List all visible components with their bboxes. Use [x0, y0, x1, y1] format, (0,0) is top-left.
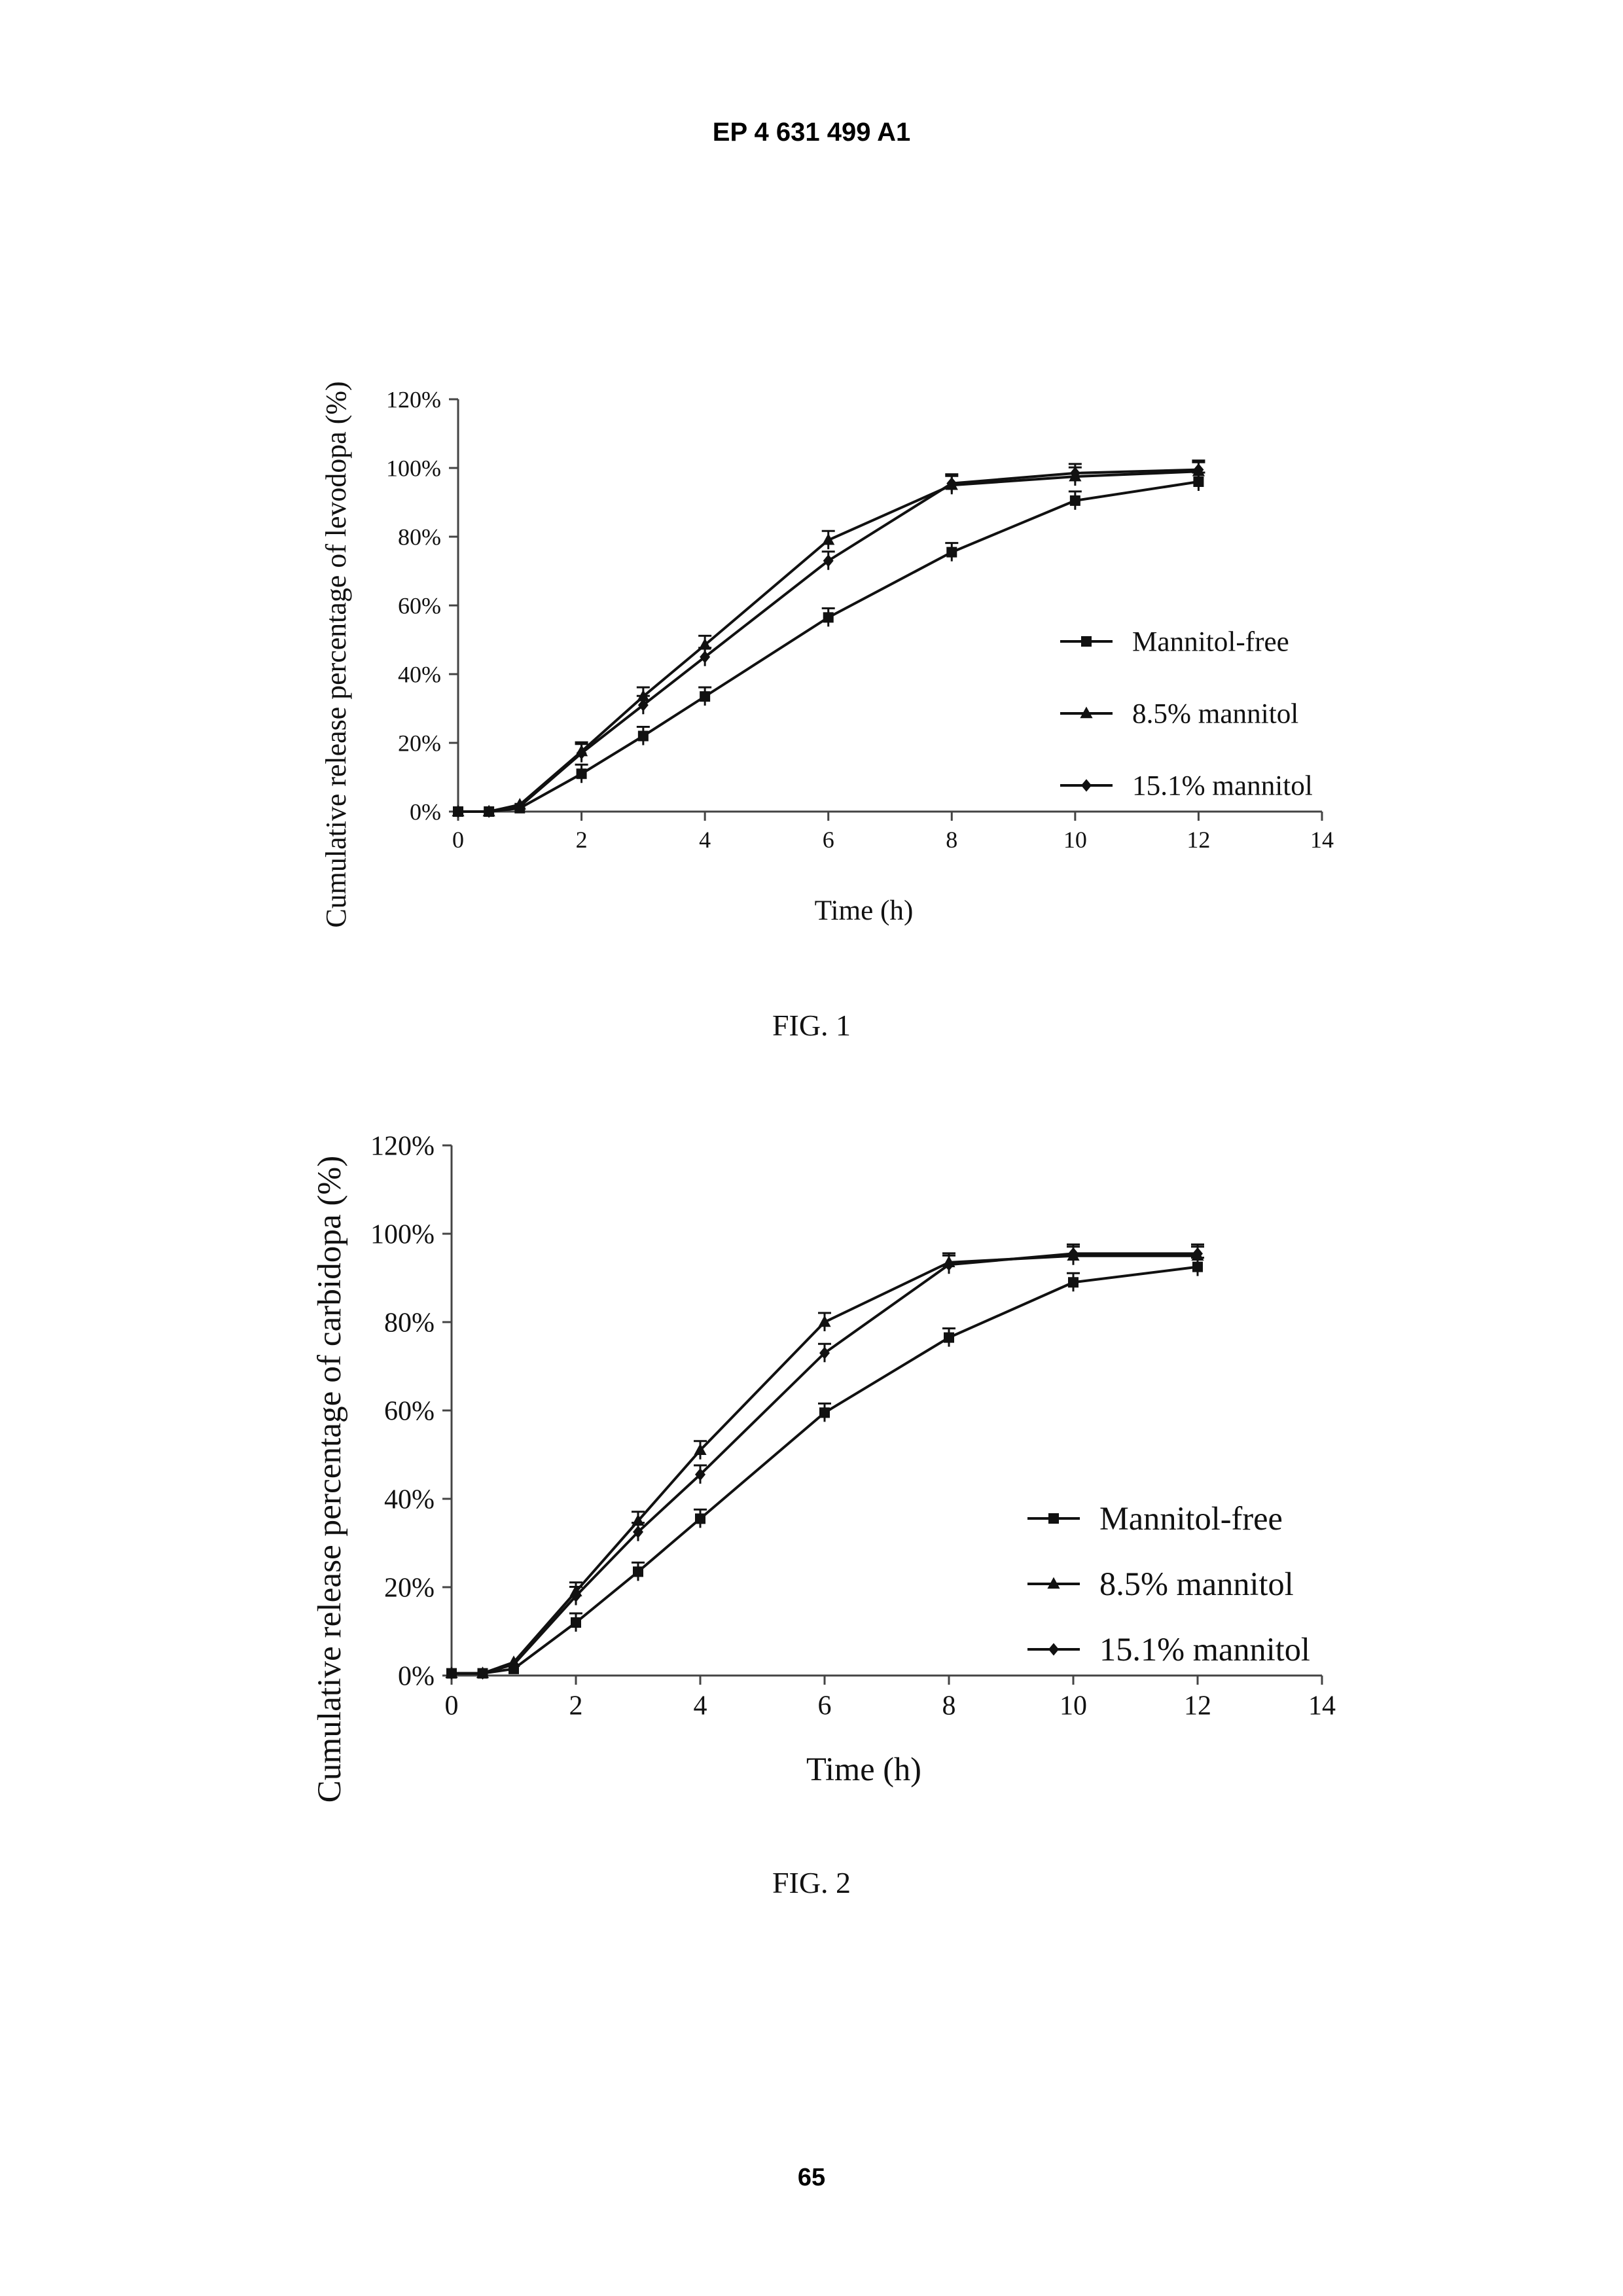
- series-line: [452, 1252, 1198, 1675]
- data-point: [1193, 476, 1204, 487]
- data-point: [694, 1443, 707, 1455]
- data-point: [508, 1658, 519, 1671]
- data-point: [1068, 1277, 1079, 1288]
- data-point: [695, 1513, 705, 1524]
- legend-entry: 15.1% mannitol: [1027, 1631, 1310, 1668]
- x-tick-label: 2: [569, 1691, 583, 1721]
- legend-entry: Mannitol-free: [1027, 1500, 1283, 1537]
- series-triangle: [452, 461, 1205, 817]
- series-square: [446, 1257, 1204, 1679]
- legend-marker: [1081, 779, 1092, 792]
- y-tick-label: 80%: [384, 1308, 435, 1338]
- y-tick-label: 20%: [398, 730, 441, 757]
- data-point: [1192, 1261, 1203, 1272]
- data-point: [695, 1468, 705, 1481]
- legend-label: Mannitol-free: [1132, 626, 1289, 657]
- legend-marker: [1081, 636, 1092, 647]
- y-tick-label: 0%: [398, 1662, 435, 1692]
- y-tick-label: 120%: [386, 387, 441, 413]
- x-tick-label: 10: [1063, 827, 1087, 853]
- legend-label: 15.1% mannitol: [1132, 770, 1313, 801]
- x-tick-label: 14: [1308, 1691, 1336, 1721]
- x-tick-label: 4: [699, 827, 711, 853]
- y-tick-label: 120%: [370, 1132, 435, 1162]
- data-point: [633, 1526, 643, 1539]
- data-point: [637, 730, 649, 742]
- x-tick-label: 10: [1060, 1691, 1087, 1721]
- x-axis-label: Time (h): [806, 1751, 921, 1787]
- legend-entry: Mannitol-free: [1060, 626, 1289, 657]
- x-tick-label: 12: [1186, 827, 1210, 853]
- data-point: [823, 554, 834, 567]
- y-tick-label: 80%: [398, 524, 441, 550]
- data-point: [822, 533, 835, 545]
- data-point: [946, 547, 957, 558]
- legend-label: 8.5% mannitol: [1099, 1566, 1294, 1602]
- data-point: [477, 1667, 488, 1680]
- y-tick-label: 100%: [386, 456, 441, 482]
- chart-carbidopa-release: 0% 20% 40% 60% 80% 100% 120% 0 2 4 6 8 10 12 14 Time (h…: [311, 1132, 1336, 1803]
- data-point: [633, 1566, 643, 1577]
- y-axis-label: Cumulative release percentage of levodop…: [320, 381, 352, 927]
- y-axis-label: Cumulative release percentage of carbido…: [311, 1156, 348, 1803]
- data-point: [819, 1407, 830, 1418]
- data-point: [818, 1315, 831, 1327]
- data-point: [700, 651, 711, 664]
- data-point: [576, 768, 587, 780]
- x-tick-label: 14: [1310, 827, 1334, 853]
- data-point: [1193, 463, 1204, 476]
- data-point: [944, 1332, 954, 1343]
- x-tick-label: 8: [946, 827, 957, 853]
- legend-label: Mannitol-free: [1099, 1500, 1283, 1537]
- x-tick-label: 2: [576, 827, 588, 853]
- figure-1-caption: FIG. 1: [772, 1009, 851, 1042]
- legend-marker: [1048, 1643, 1059, 1656]
- series-diamond: [446, 1243, 1204, 1680]
- data-point: [571, 1589, 581, 1603]
- legend-label: 15.1% mannitol: [1099, 1631, 1310, 1668]
- legend-entry: 8.5% mannitol: [1060, 698, 1298, 729]
- data-point: [1069, 495, 1080, 506]
- x-tick-label: 6: [818, 1691, 832, 1721]
- data-point: [946, 477, 957, 490]
- y-tick-label: 40%: [384, 1485, 435, 1515]
- legend-marker: [1047, 1577, 1060, 1589]
- x-axis-label: Time (h): [815, 895, 914, 926]
- y-tick-label: 20%: [384, 1573, 435, 1604]
- y-tick-label: 40%: [398, 662, 441, 688]
- patent-number-header: EP 4 631 499 A1: [712, 118, 911, 147]
- chart-levodopa-release: 0% 20% 40% 60% 80% 100% 120% 0 2 4 6 8 10 12 14 Time (h…: [320, 381, 1334, 927]
- x-tick-label: 12: [1184, 1691, 1211, 1721]
- x-tick-label: 6: [823, 827, 834, 853]
- legend-marker: [1048, 1513, 1059, 1524]
- y-tick-label: 60%: [398, 593, 441, 619]
- page-number: 65: [797, 2164, 826, 2191]
- series-line: [458, 468, 1199, 813]
- legend-label: 8.5% mannitol: [1132, 698, 1298, 729]
- legend-entry: 15.1% mannitol: [1060, 770, 1313, 801]
- data-point: [571, 1617, 581, 1628]
- data-point: [700, 691, 711, 702]
- y-tick-label: 60%: [384, 1397, 435, 1427]
- figure-2-caption: FIG. 2: [772, 1866, 851, 1899]
- series-line: [452, 1265, 1198, 1675]
- data-point: [823, 612, 834, 623]
- x-tick-label: 4: [694, 1691, 707, 1721]
- legend-marker: [1080, 706, 1093, 719]
- data-point: [944, 1258, 954, 1271]
- y-tick-label: 0%: [410, 799, 441, 825]
- y-tick-label: 100%: [370, 1220, 435, 1250]
- legend-entry: 8.5% mannitol: [1027, 1566, 1294, 1602]
- data-point: [698, 637, 711, 650]
- data-point: [446, 1667, 457, 1680]
- x-tick-label: 0: [445, 1691, 459, 1721]
- data-point: [1069, 467, 1080, 480]
- data-point: [819, 1346, 830, 1359]
- x-tick-label: 8: [942, 1691, 956, 1721]
- x-tick-label: 0: [452, 827, 464, 853]
